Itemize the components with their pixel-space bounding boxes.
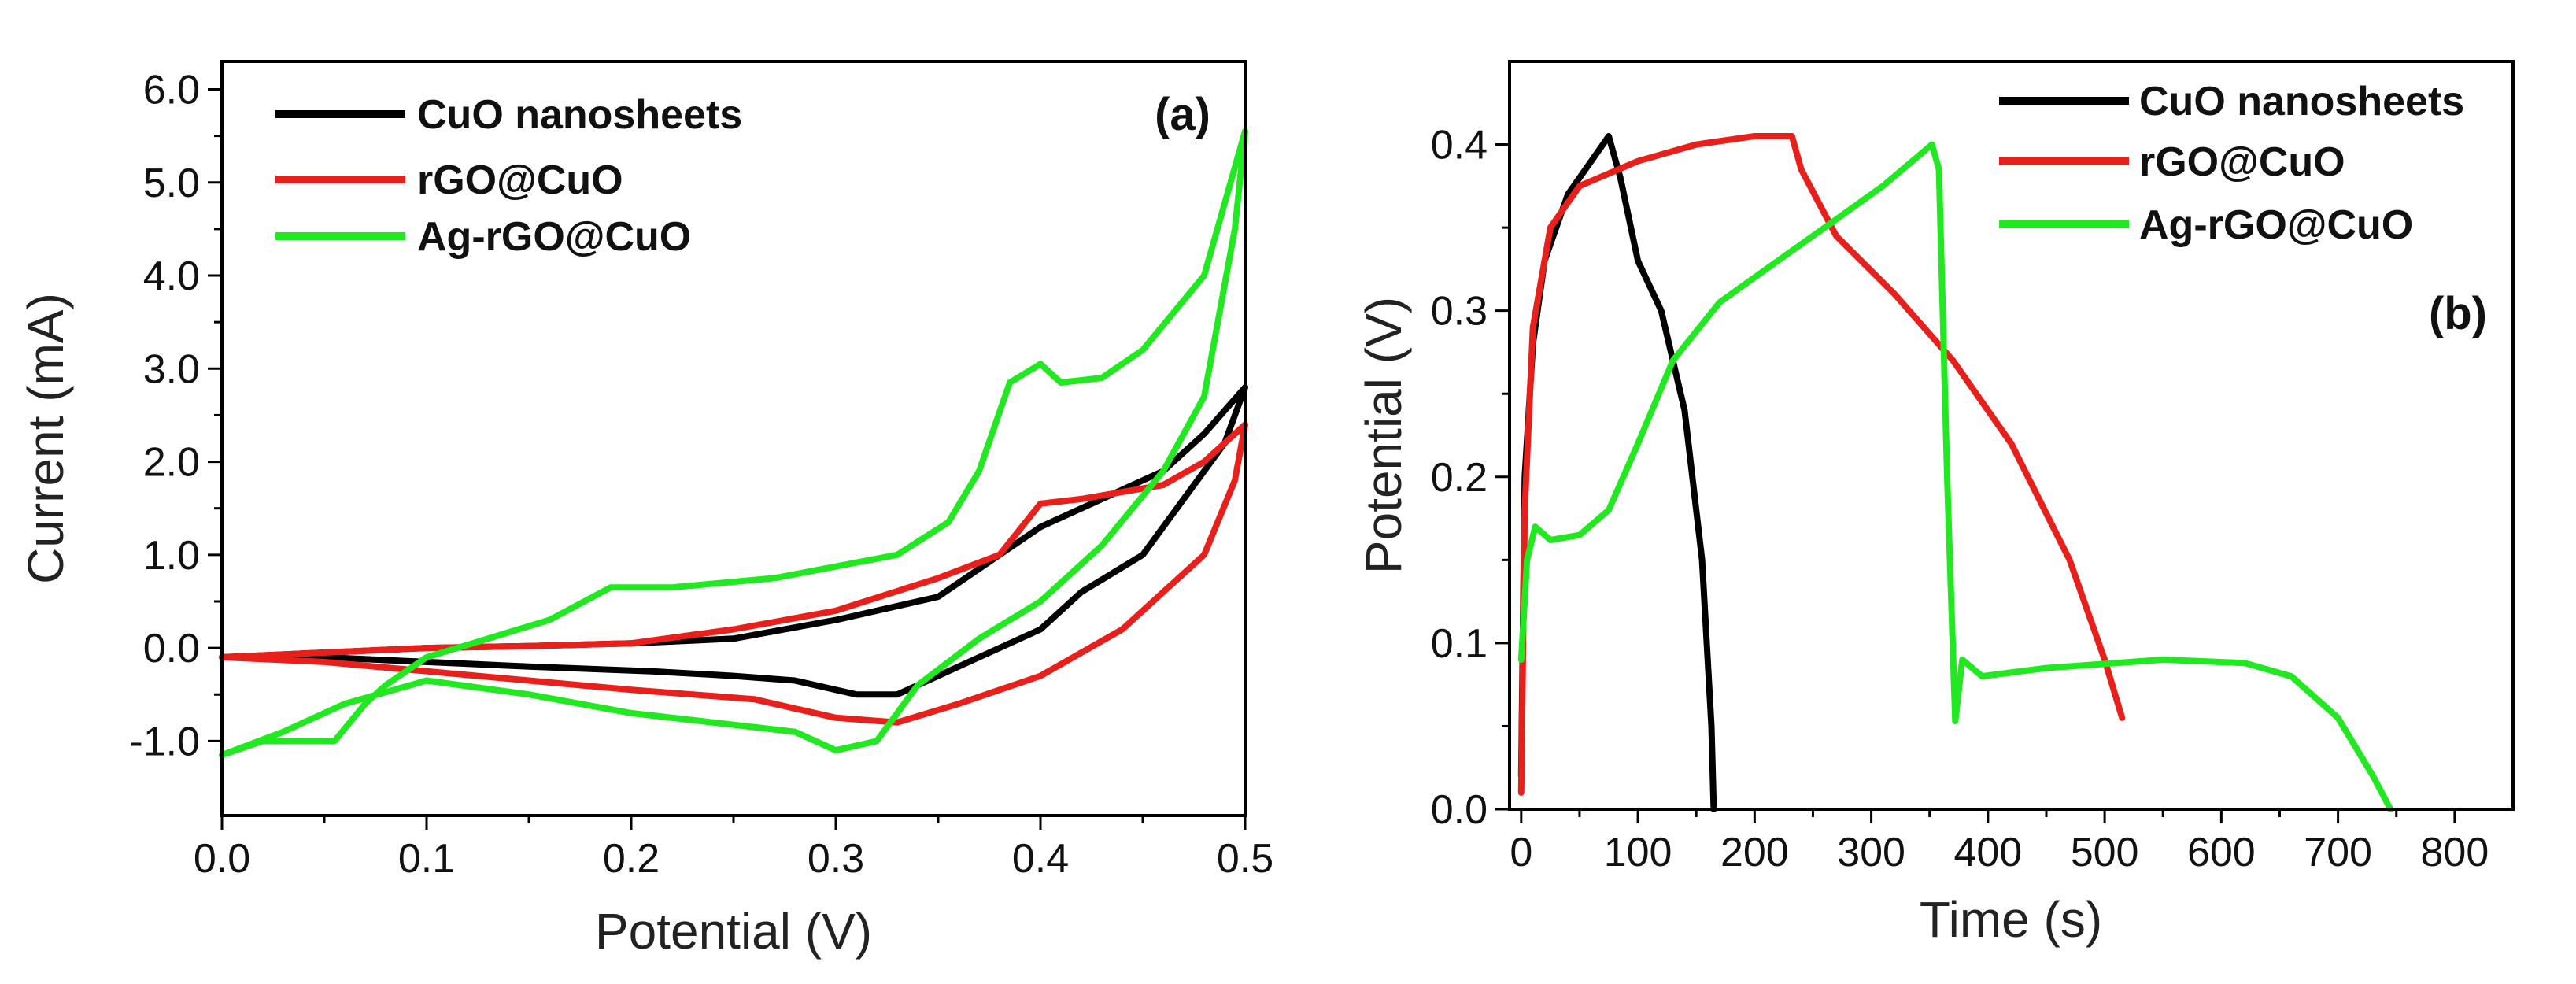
cv-x-axis-title: Potential (V) xyxy=(595,903,872,960)
cv-x-tick-label: 0.1 xyxy=(398,836,455,882)
cv-plot-frame xyxy=(220,60,1247,817)
cv-legend-label-rgo-cuo: rGO@CuO xyxy=(417,157,623,203)
gcd-y-tick-label: 0.3 xyxy=(1431,289,1488,335)
cv-y-tick-label: 3.0 xyxy=(143,346,200,392)
gcd-x-tick-label: 400 xyxy=(1953,830,2022,875)
cv-x-tick-label: 0.2 xyxy=(603,836,660,882)
gcd-x-tick-label: 200 xyxy=(1720,830,1789,875)
gcd-y-tick-label: 0.0 xyxy=(1431,787,1488,833)
gcd-plot-lines xyxy=(1517,133,2394,812)
cv-y-tick-label: 5.0 xyxy=(143,161,200,206)
gcd-x-tick-label: 300 xyxy=(1837,830,1905,875)
gcd-legend-label-cuo: CuO nanosheets xyxy=(2139,79,2464,124)
gcd-legend-label-ag-rgo-cuo: Ag-rGO@CuO xyxy=(2139,202,2413,248)
gcd-x-tick-label: 800 xyxy=(2420,830,2489,875)
gcd-legend: CuO nanosheets rGO@CuO Ag-rGO@CuO xyxy=(1999,79,2464,248)
gcd-x-axis-title: Time (s) xyxy=(1920,891,2102,948)
cv-y-tick-label: 1.0 xyxy=(143,533,200,579)
cv-y-axis-title: Current (mA) xyxy=(17,293,74,584)
gcd-x-tick-label: 600 xyxy=(2187,830,2256,875)
gcd-series-line-ag-rgo-cuo xyxy=(1517,141,2394,812)
cv-y-tick-label: -1.0 xyxy=(129,719,200,764)
gcd-x-tick-label: 700 xyxy=(2304,830,2372,875)
cv-y-tick-label: 6.0 xyxy=(143,67,200,113)
gcd-x-tick-label: 500 xyxy=(2071,830,2139,875)
gcd-y-axis-title: Potential (V) xyxy=(1355,297,1412,574)
cv-series-line-cuo-nanosheets xyxy=(219,384,1248,698)
cv-series-line-rgo-cuo xyxy=(219,421,1248,726)
cv-legend-label-ag-rgo-cuo: Ag-rGO@CuO xyxy=(417,214,691,260)
gcd-plot-frame xyxy=(1508,60,2515,811)
gcd-y-tick-label: 0.4 xyxy=(1431,123,1488,168)
cv-y-tick-label: 0.0 xyxy=(143,626,200,671)
gcd-x-tick-label: 0 xyxy=(1510,830,1532,875)
cv-legend-label-cuo: CuO nanosheets xyxy=(417,92,742,138)
cv-panel: 0.0 0.1 0.2 0.3 0.4 0.5 -1.0 0.0 1.0 2.0 3.0 4.0 5.0… xyxy=(17,60,1273,960)
cv-legend: CuO nanosheets rGO@CuO Ag-rGO@CuO xyxy=(275,92,742,260)
gcd-panel-label: (b) xyxy=(2429,288,2487,339)
gcd-x-tick-label: 100 xyxy=(1604,830,1672,875)
gcd-series-line-rgo-cuo xyxy=(1517,133,2126,796)
gcd-panel: 0 100 200 300 400 500 600 700 800 0.0 0.1 0.2 0.3 0.4… xyxy=(1355,60,2515,948)
cv-series-line-ag-rgo-cuo xyxy=(219,128,1248,759)
cv-x-tick-label: 0.3 xyxy=(808,836,864,882)
gcd-y-tick-label: 0.1 xyxy=(1431,621,1488,667)
cv-y-tick-label: 2.0 xyxy=(143,440,200,486)
cv-panel-label: (a) xyxy=(1155,89,1210,140)
cv-axis-ticks: 0.0 0.1 0.2 0.3 0.4 0.5 -1.0 0.0 1.0 2.0 3.0 4.0 5.0… xyxy=(129,67,1273,882)
gcd-y-tick-label: 0.2 xyxy=(1431,455,1488,501)
cv-x-tick-label: 0.4 xyxy=(1012,836,1069,882)
gcd-legend-label-rgo-cuo: rGO@CuO xyxy=(2139,139,2345,185)
gcd-axis-ticks: 0 100 200 300 400 500 600 700 800 0.0 0.1 0.2 0.3 0.4 xyxy=(1431,123,2489,875)
cv-x-tick-label: 0.0 xyxy=(194,836,250,882)
cv-y-tick-label: 4.0 xyxy=(143,253,200,299)
cv-plot-lines xyxy=(219,128,1248,759)
cv-x-tick-label: 0.5 xyxy=(1217,836,1273,882)
